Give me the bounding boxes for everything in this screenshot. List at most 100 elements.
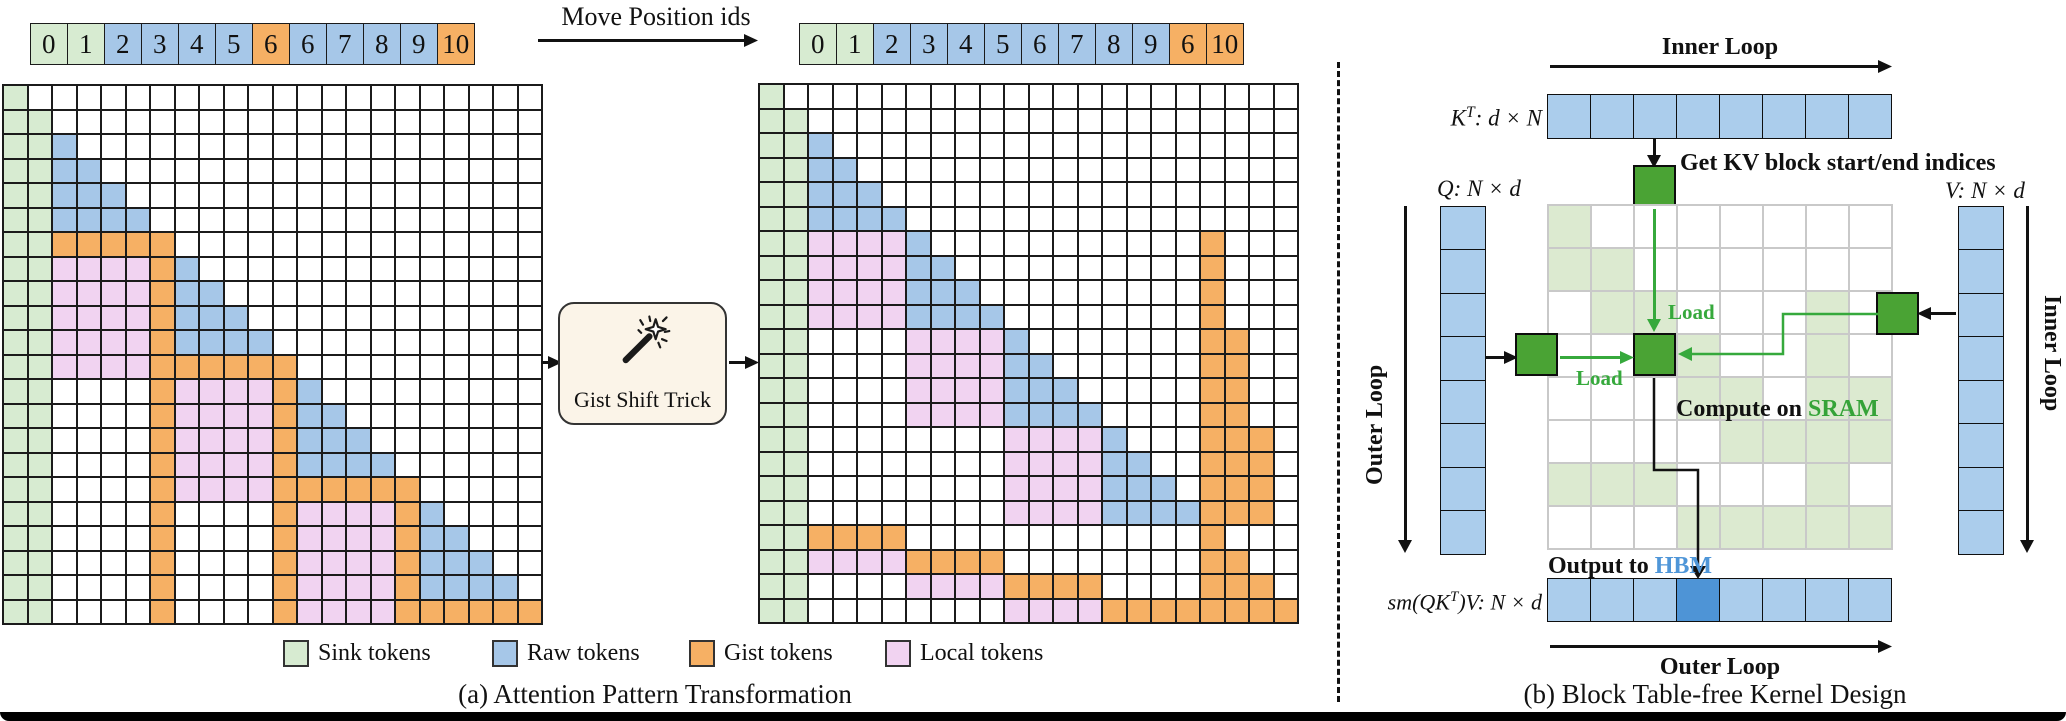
grid-cell [297, 330, 322, 355]
grid-cell [1126, 157, 1151, 182]
grid-cell [468, 207, 493, 232]
grid-cell [906, 427, 931, 452]
grid-cell [1720, 334, 1763, 377]
grid-cell [1053, 598, 1078, 623]
grid-cell [1004, 304, 1029, 329]
grid-cell [1224, 280, 1249, 305]
grid-cell [783, 451, 808, 476]
legend-label-local: Local tokens [920, 640, 1044, 666]
memory-cell [1847, 93, 1892, 139]
grid-cell [808, 304, 833, 329]
position-id-cell: 8 [1094, 23, 1133, 65]
grid-cell [125, 526, 150, 551]
grid-cell [150, 85, 175, 110]
memory-cell [1439, 249, 1486, 294]
grid-cell [1077, 476, 1102, 501]
grid-cell [174, 281, 199, 306]
grid-cell [1126, 133, 1151, 158]
caption-panel-a: (a) Attention Pattern Transformation [458, 679, 852, 709]
grid-cell [1151, 329, 1176, 354]
grid-cell [1077, 280, 1102, 305]
grid-cell [346, 354, 371, 379]
grid-cell [174, 575, 199, 600]
grid-cell [783, 84, 808, 109]
grid-cell [174, 256, 199, 281]
grid-cell [906, 255, 931, 280]
grid-cell [370, 477, 395, 502]
grid-cell [783, 500, 808, 525]
grid-cell [930, 378, 955, 403]
grid-cell [199, 134, 224, 159]
grid-cell [783, 378, 808, 403]
grid-cell [346, 232, 371, 257]
grid-cell [395, 428, 420, 453]
grid-cell [27, 232, 52, 257]
grid-cell [1175, 280, 1200, 305]
grid-cell [174, 207, 199, 232]
output-highlight-cell [1675, 577, 1720, 622]
grid-cell [150, 501, 175, 526]
grid-cell [321, 477, 346, 502]
grid-cell [468, 452, 493, 477]
grid-cell [1175, 304, 1200, 329]
grid-cell [1053, 500, 1078, 525]
grid-cell [1200, 402, 1225, 427]
grid-cell [1126, 353, 1151, 378]
position-id-cell: 7 [1057, 23, 1096, 65]
grid-cell [857, 182, 882, 207]
position-id-cell: 5 [983, 23, 1022, 65]
grid-cell [199, 501, 224, 526]
memory-cell [1439, 466, 1486, 511]
grid-cell [346, 158, 371, 183]
grid-cell [979, 451, 1004, 476]
grid-cell [1677, 377, 1720, 420]
outer-loop-left-arrow-head [1398, 540, 1412, 553]
grid-cell [1548, 463, 1591, 506]
grid-cell [346, 207, 371, 232]
grid-cell [1028, 378, 1053, 403]
grid-cell [493, 354, 518, 379]
position-id-cell: 6 [251, 23, 290, 65]
grid-cell [906, 84, 931, 109]
grid-cell [1102, 549, 1127, 574]
grid-cell [272, 85, 297, 110]
grid-cell [1849, 420, 1892, 463]
grid-cell [27, 207, 52, 232]
grid-cell [321, 452, 346, 477]
grid-cell [3, 379, 28, 404]
grid-cell [1151, 353, 1176, 378]
grid-cell [370, 330, 395, 355]
grid-cell [444, 207, 469, 232]
grid-cell [297, 403, 322, 428]
grid-cell [468, 109, 493, 134]
grid-cell [346, 526, 371, 551]
grid-cell [1028, 255, 1053, 280]
grid-cell [808, 108, 833, 133]
grid-cell [125, 305, 150, 330]
grid-cell [906, 206, 931, 231]
grid-cell [759, 182, 784, 207]
grid-cell [199, 305, 224, 330]
grid-cell [517, 501, 542, 526]
grid-cell [1102, 427, 1127, 452]
grid-cell [272, 452, 297, 477]
grid-cell [52, 501, 77, 526]
grid-cell [1273, 476, 1298, 501]
grid-cell [1224, 133, 1249, 158]
outer-loop-left-label: Outer Loop [1362, 364, 1388, 485]
grid-cell [930, 525, 955, 550]
grid-cell [808, 549, 833, 574]
grid-cell [468, 477, 493, 502]
grid-cell [759, 574, 784, 599]
grid-cell [1102, 206, 1127, 231]
grid-cell [1004, 378, 1029, 403]
q-column [1439, 205, 1486, 555]
grid-cell [1273, 574, 1298, 599]
grid-cell [3, 256, 28, 281]
grid-cell [1200, 500, 1225, 525]
grid-cell [930, 402, 955, 427]
grid-cell [979, 525, 1004, 550]
grid-cell [468, 354, 493, 379]
sm-label-rest: )V: N × d [1458, 589, 1542, 615]
grid-cell [955, 329, 980, 354]
